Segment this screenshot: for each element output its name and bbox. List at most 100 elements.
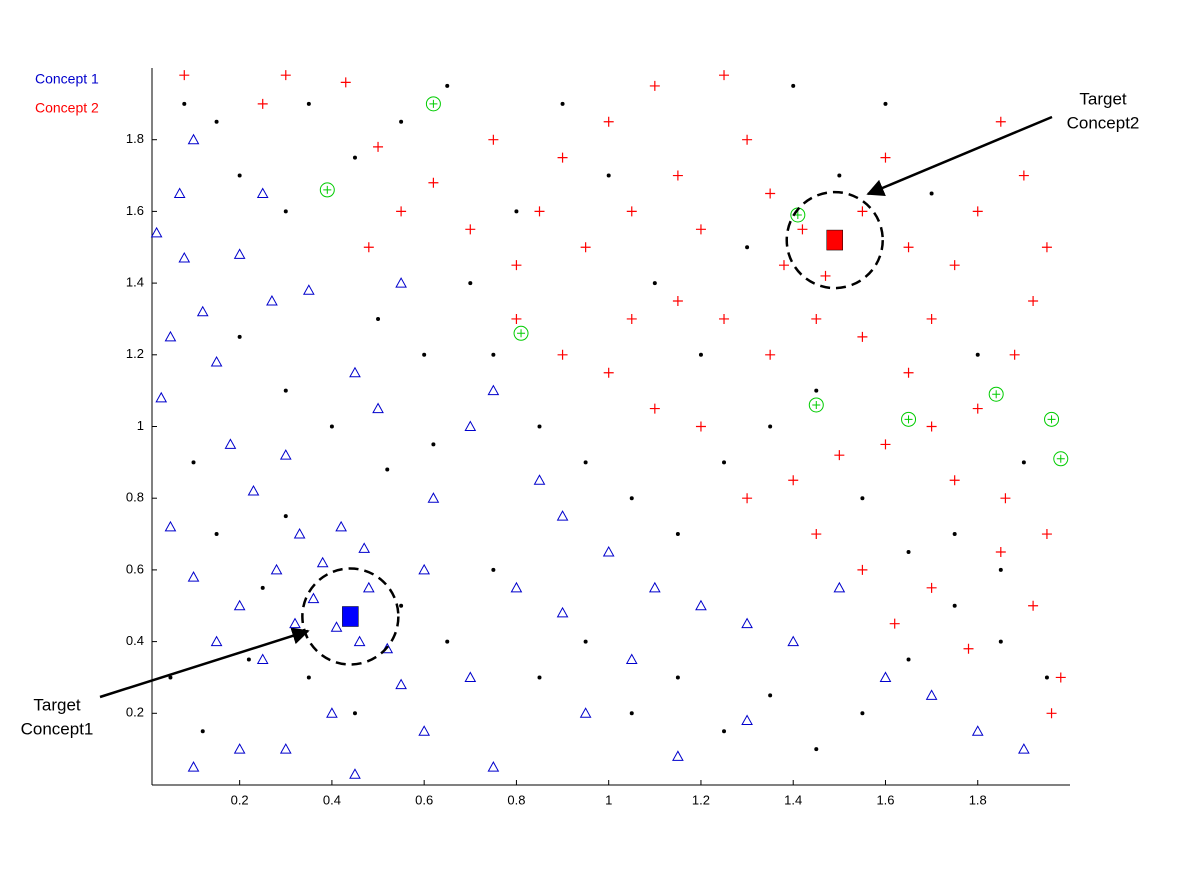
plus-point <box>1041 242 1052 253</box>
triangle-point <box>625 653 638 665</box>
triangle-point <box>427 492 440 503</box>
triangle-point <box>279 743 292 754</box>
dot-point <box>583 639 588 644</box>
dot-point <box>283 209 288 214</box>
plus-point <box>1041 529 1052 540</box>
plus-point <box>603 116 614 127</box>
plus-point <box>179 70 190 81</box>
triangle-point <box>330 621 343 632</box>
plus-point <box>926 313 937 324</box>
plus-point <box>511 313 522 324</box>
plus-point <box>1009 349 1020 360</box>
arrow <box>866 115 1053 196</box>
plus-point <box>742 493 753 504</box>
triangle-point <box>164 520 177 532</box>
plus-point <box>972 403 983 414</box>
triangle-point <box>372 402 384 414</box>
triangle-point <box>210 635 223 647</box>
dot-point <box>246 657 251 662</box>
triangle-point <box>196 305 209 317</box>
dot-point <box>952 603 957 608</box>
plus-point <box>511 260 522 271</box>
dot-point <box>306 675 311 680</box>
y-tick-label: 1.8 <box>126 131 144 146</box>
plus-point <box>857 564 868 575</box>
plus-point <box>557 349 568 360</box>
dot-point <box>1044 675 1049 680</box>
dot-point <box>814 747 819 752</box>
y-tick-label: 1 <box>137 418 144 433</box>
triangle-point <box>925 689 938 700</box>
x-tick-label: 0.6 <box>415 792 433 807</box>
x-tick-label: 1.2 <box>692 792 710 807</box>
triangle-point <box>233 599 246 611</box>
circled-plus-point <box>901 411 917 427</box>
dot-point <box>537 424 542 429</box>
triangle-point <box>533 474 546 485</box>
plus-point <box>889 618 900 629</box>
plus-point <box>340 77 351 88</box>
dot-point <box>283 514 288 519</box>
plus-point <box>1046 708 1057 719</box>
dot-point <box>722 729 727 734</box>
dot-point <box>929 191 934 196</box>
circled-plus-point <box>1053 451 1069 467</box>
triangle-point <box>602 545 615 557</box>
plus-point <box>880 152 891 163</box>
dot-point <box>675 675 680 680</box>
y-tick-label: 0.2 <box>126 705 144 720</box>
triangle-point <box>256 653 269 665</box>
plus-point <box>820 270 831 281</box>
triangle-point <box>289 617 301 629</box>
triangle-point <box>266 294 278 306</box>
dot-point <box>514 209 519 214</box>
plus-point <box>1000 493 1011 504</box>
y-tick-label: 1.6 <box>126 203 144 218</box>
plus-point <box>580 242 591 253</box>
plus-point <box>797 224 808 235</box>
x-tick-label: 0.8 <box>507 792 525 807</box>
dot-point <box>952 532 957 537</box>
dot-point <box>431 442 436 447</box>
dot-point <box>860 711 865 716</box>
dot-point <box>560 101 565 106</box>
dot-point <box>422 352 427 357</box>
plus-point <box>926 582 937 593</box>
arrow <box>99 627 310 699</box>
triangle-point <box>879 671 892 682</box>
plus-point <box>811 529 822 540</box>
plus-point <box>626 313 637 324</box>
circled-plus-point <box>425 96 441 112</box>
legend-entry: Concept 2 <box>35 100 99 116</box>
dot-point <box>352 155 357 160</box>
x-tick-label: 1.8 <box>969 792 987 807</box>
triangle-point <box>833 581 846 593</box>
triangle-point <box>418 725 431 736</box>
triangle-point <box>579 707 592 718</box>
triangle-point <box>349 768 361 779</box>
dot-point <box>768 424 773 429</box>
dot-point <box>998 567 1003 572</box>
x-tick-label: 1.6 <box>876 792 894 807</box>
circled-plus-point <box>808 397 824 413</box>
triangle-point <box>418 563 431 575</box>
x-tick-label: 0.4 <box>323 792 341 807</box>
triangle-point <box>395 678 407 690</box>
triangle-point <box>307 592 320 604</box>
annotation: Target <box>33 695 81 714</box>
triangle-point <box>464 420 477 431</box>
triangle-point <box>362 581 375 593</box>
triangle-point <box>173 187 186 198</box>
plus-point <box>949 475 960 486</box>
dot-point <box>837 173 842 178</box>
dot-point <box>537 675 542 680</box>
dot-point <box>745 245 750 250</box>
plus-point <box>672 170 683 181</box>
circled-plus-point <box>988 386 1004 402</box>
x-tick-label: 0.2 <box>231 792 249 807</box>
dot-point <box>975 352 980 357</box>
triangle-point <box>210 355 223 367</box>
plus-point <box>995 546 1006 557</box>
plus-point <box>1028 296 1039 307</box>
